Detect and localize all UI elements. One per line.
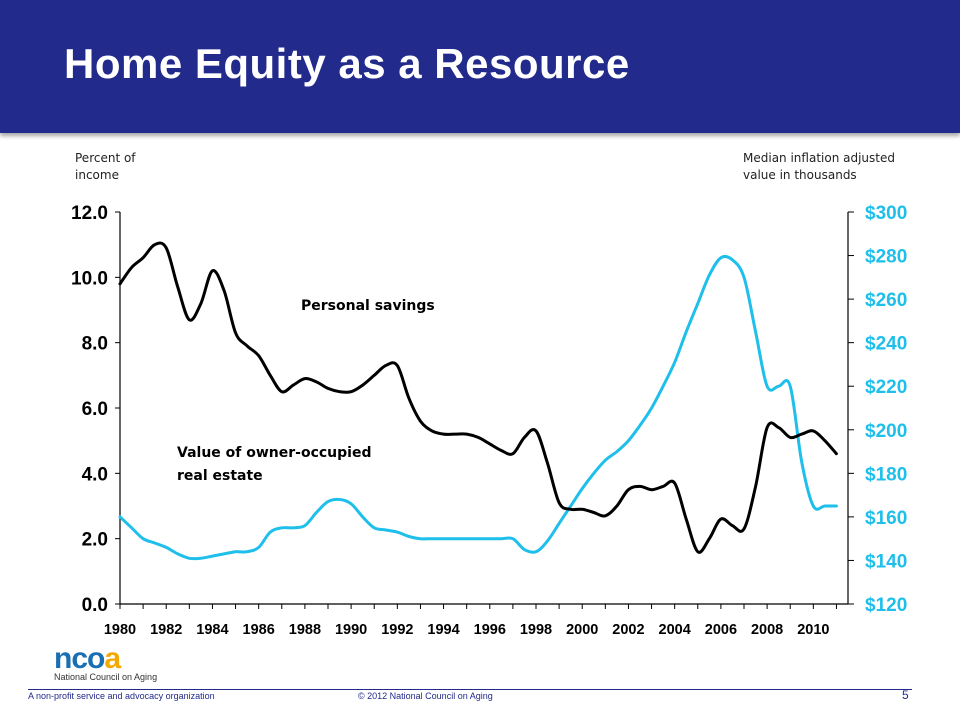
right-tick-label: $180 bbox=[865, 464, 907, 485]
right-tick-label: $240 bbox=[865, 334, 907, 355]
x-tick-label: 1996 bbox=[474, 622, 506, 638]
left-tick-label: 12.0 bbox=[71, 203, 108, 224]
x-tick-label: 2006 bbox=[705, 622, 737, 638]
x-tick-label: 2010 bbox=[797, 622, 829, 638]
annotation-personal-savings: Personal savings bbox=[301, 298, 435, 314]
right-tick-label: $140 bbox=[865, 551, 907, 572]
right-tick-label: $300 bbox=[865, 203, 907, 224]
footer-tagline: A non-profit service and advocacy organi… bbox=[28, 691, 215, 701]
x-tick-label: 1984 bbox=[196, 622, 228, 638]
x-tick-label: 1982 bbox=[150, 622, 182, 638]
x-tick-label: 2008 bbox=[751, 622, 783, 638]
left-tick-label: 4.0 bbox=[82, 464, 108, 485]
personal-savings-line bbox=[118, 241, 838, 554]
left-axis-label: Percent of income bbox=[75, 151, 136, 182]
left-tick-label: 0.0 bbox=[82, 595, 108, 616]
page-number: 5 bbox=[902, 688, 909, 702]
x-tick-label: 1994 bbox=[427, 622, 459, 638]
annotation-real-estate: Value of owner-occupied bbox=[177, 445, 371, 461]
x-tick-label: 1986 bbox=[243, 622, 275, 638]
right-tick-label: $280 bbox=[865, 247, 907, 268]
footer-copyright: © 2012 National Council on Aging bbox=[358, 691, 493, 701]
annotation-real-estate: real estate bbox=[177, 468, 263, 484]
line-chart: 0.0 2.0 4.0 6.0 8.0 10.0 12.0 $120 $140 $160 $180 $… bbox=[71, 203, 907, 638]
x-tick-label: 2002 bbox=[612, 622, 644, 638]
right-axis-label: Median inflation adjusted value in thous… bbox=[743, 151, 895, 182]
left-tick-label: 2.0 bbox=[82, 530, 108, 551]
left-tick-label: 10.0 bbox=[71, 268, 108, 289]
right-tick-label: $260 bbox=[865, 290, 907, 311]
right-tick-label: $200 bbox=[865, 421, 907, 442]
x-tick-label: 1992 bbox=[381, 622, 413, 638]
x-tick-label: 2004 bbox=[659, 622, 691, 638]
x-tick-label: 1998 bbox=[520, 622, 552, 638]
x-tick-label: 1988 bbox=[289, 622, 321, 638]
left-tick-label: 6.0 bbox=[82, 399, 108, 420]
x-tick-label: 1980 bbox=[104, 622, 136, 638]
left-tick-label: 8.0 bbox=[82, 334, 108, 355]
x-tick-label: 2000 bbox=[566, 622, 598, 638]
real-estate-value-line bbox=[118, 254, 838, 561]
footer-divider bbox=[28, 689, 912, 690]
ncoa-logo: ncoa National Council on Aging bbox=[54, 642, 158, 683]
right-tick-label: $220 bbox=[865, 377, 907, 398]
right-tick-label: $120 bbox=[865, 595, 907, 616]
title-banner: Home Equity as a Resource bbox=[0, 0, 960, 133]
x-tick-label: 1990 bbox=[335, 622, 367, 638]
right-tick-label: $160 bbox=[865, 508, 907, 529]
logo-subtitle: National Council on Aging bbox=[54, 672, 158, 682]
page-title: Home Equity as a Resource bbox=[64, 40, 630, 87]
logo-wordmark: ncoa bbox=[54, 642, 121, 675]
